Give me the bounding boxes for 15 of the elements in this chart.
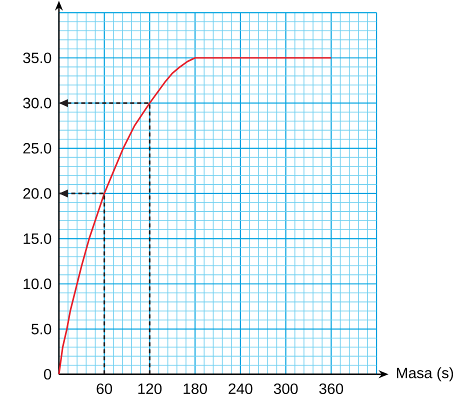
y-tick-label: 30.0 xyxy=(23,98,52,108)
x-axis-title: Masa (s) xyxy=(396,367,454,382)
x-tick-label: 300 xyxy=(274,383,298,394)
x-tick-label: 180 xyxy=(184,383,207,394)
y-tick-label: 35.0 xyxy=(23,52,52,64)
y-tick-label: 10.0 xyxy=(24,278,52,290)
x-tick-label: 120 xyxy=(138,383,162,394)
y-tick-label: 15.0 xyxy=(24,233,52,244)
y-tick-label: 0 xyxy=(44,368,52,380)
y-tick-label: 25.0 xyxy=(23,142,52,154)
y-tick-label: 20.0 xyxy=(23,188,52,199)
x-tick-label: 360 xyxy=(319,383,344,394)
y-tick-label: 5.0 xyxy=(32,324,52,334)
x-tick-label: 60 xyxy=(96,383,112,394)
x-tick-label: 240 xyxy=(228,383,252,394)
